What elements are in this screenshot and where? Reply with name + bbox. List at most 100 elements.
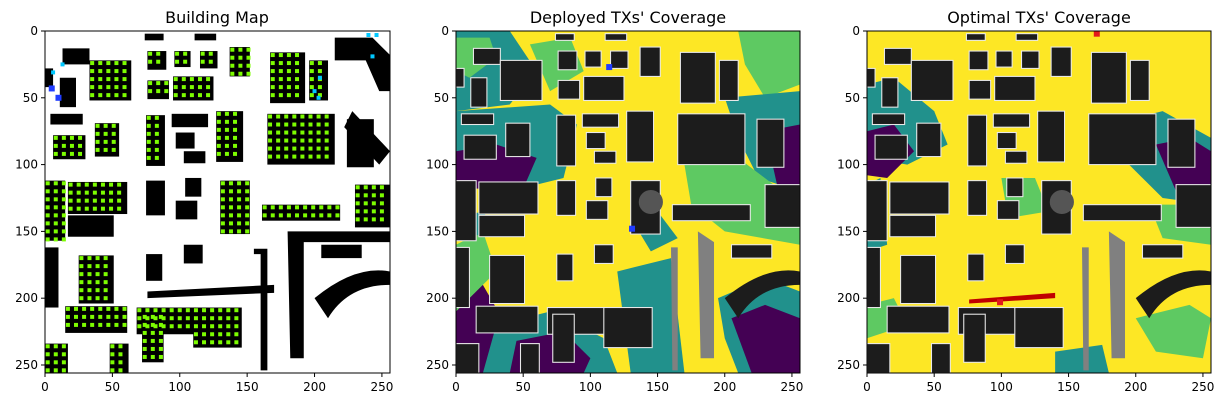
candidate-site — [316, 122, 321, 127]
candidate-site — [53, 151, 58, 156]
candidate-site — [146, 115, 151, 120]
candidate-site — [111, 139, 116, 144]
y-tick-label: 100 — [426, 158, 449, 172]
transmitter-marker — [55, 94, 62, 101]
candidate-site — [233, 151, 238, 156]
candidate-site — [158, 330, 163, 335]
candidate-site — [169, 308, 174, 313]
candidate-site — [300, 114, 305, 119]
candidate-site — [106, 93, 111, 98]
candidate-site — [51, 70, 56, 75]
candidate-site — [208, 59, 213, 64]
candidate-site — [114, 322, 119, 327]
candidate-site — [76, 190, 81, 195]
candidate-site — [45, 205, 50, 210]
x-tick-label: 250 — [780, 380, 803, 394]
candidate-site — [226, 324, 231, 329]
candidate-site — [292, 154, 297, 159]
candidate-site — [53, 229, 58, 234]
transmitter-marker — [997, 299, 1004, 306]
candidate-site — [317, 69, 322, 74]
candidate-site — [106, 61, 111, 66]
candidate-site — [53, 181, 58, 186]
candidate-site — [210, 316, 215, 321]
candidate-site — [234, 308, 239, 313]
candidate-site — [189, 93, 194, 98]
candidate-site — [95, 288, 100, 293]
coverage-heatmap — [456, 31, 800, 373]
candidate-site — [164, 81, 169, 86]
candidate-site — [324, 114, 329, 119]
candidate-site — [146, 123, 151, 128]
candidate-site — [142, 322, 147, 327]
candidate-site — [295, 53, 300, 58]
candidate-site — [68, 182, 73, 187]
candidate-site — [220, 213, 225, 218]
chart-title: Building Map — [165, 8, 269, 27]
candidate-site — [61, 189, 66, 194]
candidate-site — [150, 346, 155, 351]
candidate-site — [238, 63, 243, 68]
candidate-site — [317, 61, 322, 66]
candidate-site — [181, 77, 186, 82]
candidate-site — [173, 93, 178, 98]
candidate-site — [319, 213, 324, 218]
candidate-site — [226, 332, 231, 337]
candidate-site — [308, 114, 313, 119]
candidate-site — [53, 344, 58, 349]
y-tick-label: 200 — [837, 291, 860, 305]
candidate-site — [228, 205, 233, 210]
candidate-site — [98, 85, 103, 90]
candidate-site — [150, 322, 155, 327]
candidate-site — [278, 85, 283, 90]
candidate-site — [53, 368, 58, 373]
candidate-site — [111, 147, 116, 152]
candidate-site — [92, 190, 97, 195]
candidate-site — [327, 213, 332, 218]
candidate-site — [175, 51, 180, 56]
candidate-site — [270, 205, 275, 210]
candidate-site — [45, 344, 50, 349]
candidate-site — [363, 185, 368, 190]
candidate-site — [146, 131, 151, 136]
candidate-site — [142, 354, 147, 359]
candidate-site — [164, 89, 169, 94]
candidate-site — [53, 221, 58, 226]
candidate-site — [90, 306, 95, 311]
candidate-site — [292, 130, 297, 135]
candidate-site — [84, 206, 89, 211]
candidate-site — [175, 59, 180, 64]
candidate-site — [374, 33, 379, 38]
candidate-site — [286, 85, 291, 90]
candidate-site — [118, 360, 123, 365]
candidate-site — [224, 151, 229, 156]
optimal-transmitters — [997, 31, 1100, 306]
candidate-site — [292, 138, 297, 143]
candidate-site — [366, 33, 371, 38]
candidate-site — [284, 138, 289, 143]
candidate-site — [270, 69, 275, 74]
candidate-site — [79, 256, 84, 261]
x-tick-label: 200 — [1124, 380, 1147, 394]
candidate-site — [268, 122, 273, 127]
candidate-site — [237, 213, 242, 218]
candidate-site — [148, 89, 153, 94]
candidate-site — [61, 197, 66, 202]
candidate-site — [114, 61, 119, 66]
candidate-site — [303, 205, 308, 210]
candidate-site — [53, 189, 58, 194]
candidate-site — [79, 272, 84, 277]
candidate-site — [324, 154, 329, 159]
plot-frame — [455, 30, 801, 374]
candidate-site — [268, 138, 273, 143]
candidate-site — [286, 205, 291, 210]
candidate-site — [154, 123, 159, 128]
candidate-site — [95, 280, 100, 285]
candidate-site — [245, 189, 250, 194]
x-tick-label: 200 — [303, 380, 326, 394]
candidate-site — [224, 119, 229, 124]
y-tick-label: 250 — [837, 358, 860, 372]
candidate-site — [103, 131, 108, 136]
chart-title: Deployed TXs' Coverage — [530, 8, 726, 27]
